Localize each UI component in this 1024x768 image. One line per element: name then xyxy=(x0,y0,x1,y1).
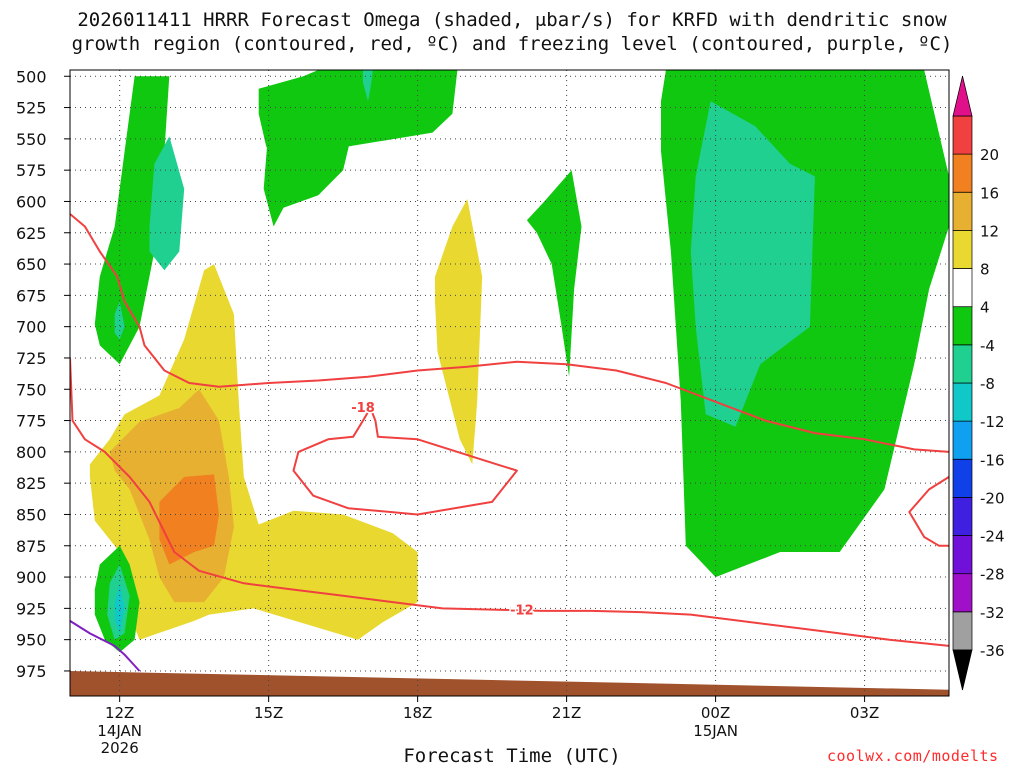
y-tick-label-525: 525 xyxy=(16,99,47,118)
x-tick-year-12Z: 2026 xyxy=(101,739,139,757)
y-tick-label-625: 625 xyxy=(16,224,47,243)
colorbar-swatch--8 xyxy=(952,344,973,384)
colorbar-swatch--28 xyxy=(952,535,973,575)
colorbar-label-16: 16 xyxy=(980,184,999,202)
colorbar-label-8: 8 xyxy=(980,261,990,279)
x-tick-label-03Z: 03Z xyxy=(850,704,879,722)
colorbar-swatch--12 xyxy=(952,382,973,422)
terrain-polygon xyxy=(70,671,949,696)
colorbar-swatch--32 xyxy=(952,573,973,613)
x-tick-label-21Z: 21Z xyxy=(552,704,581,722)
x-axis-label: Forecast Time (UTC) xyxy=(403,745,621,767)
omega-region-9 xyxy=(690,101,815,427)
colorbar-label--20: -20 xyxy=(980,489,1005,507)
colorbar-swatch--4 xyxy=(952,306,973,346)
dgz-contour-3 xyxy=(908,476,949,547)
y-tick-label-650: 650 xyxy=(16,255,47,274)
title-line-1: 2026011411 HRRR Forecast Omega (shaded, … xyxy=(77,9,947,31)
colorbar-label-12: 12 xyxy=(980,222,999,240)
y-tick-label-700: 700 xyxy=(16,318,47,337)
omega-region-5 xyxy=(363,70,373,102)
colorbar-swatch-12 xyxy=(952,191,973,231)
colorbar-label--12: -12 xyxy=(980,413,1005,431)
colorbar-label--4: -4 xyxy=(980,337,995,355)
colorbar-swatch-8 xyxy=(952,230,973,269)
plot-frame xyxy=(69,69,950,697)
y-tick-label-550: 550 xyxy=(16,130,47,149)
colorbar-swatch-4 xyxy=(952,268,973,308)
y-axis: 500 525 550 575 600 625 650 675 700 725 750 775 800 8… xyxy=(16,67,70,681)
colorbar-bottom-triangle xyxy=(952,649,973,691)
y-tick-label-950: 950 xyxy=(16,631,47,650)
y-tick-label-675: 675 xyxy=(16,286,47,305)
y-tick-label-575: 575 xyxy=(16,161,47,180)
x-tick-label-12Z: 12Z xyxy=(105,704,134,722)
contour-label-1: -12 xyxy=(510,604,534,619)
y-tick-label-825: 825 xyxy=(16,474,47,493)
contour-label-0: -18 xyxy=(351,401,375,416)
colorbar-label-4: 4 xyxy=(980,299,990,317)
dgz-contour-1 xyxy=(70,357,949,647)
y-tick-label-875: 875 xyxy=(16,537,47,556)
y-tick-label-900: 900 xyxy=(16,568,47,587)
colorbar-label--24: -24 xyxy=(980,528,1005,546)
y-tick-label-975: 975 xyxy=(16,662,47,681)
colorbar-swatch--16 xyxy=(952,420,973,460)
x-tick-label-00Z: 00Z xyxy=(701,704,730,722)
colorbar-label-20: 20 xyxy=(980,146,999,164)
omega-region-7 xyxy=(435,199,483,465)
colorbar-swatch-20 xyxy=(952,115,973,155)
colorbar-swatch--20 xyxy=(952,458,973,498)
omega-region-12 xyxy=(159,474,219,565)
omega-region-4 xyxy=(263,70,383,227)
chart-title: 2026011411 HRRR Forecast Omega (shaded, … xyxy=(0,8,1024,56)
y-tick-label-500: 500 xyxy=(16,67,47,86)
omega-region-0 xyxy=(94,76,170,365)
colorbar-swatch--36 xyxy=(952,611,973,651)
credit-link[interactable]: coolwx.com/modelts xyxy=(827,747,999,765)
y-tick-label-725: 725 xyxy=(16,349,47,368)
dgz-contour-0 xyxy=(70,213,949,453)
y-tick-label-750: 750 xyxy=(16,380,47,399)
title-line-2: growth region (contoured, red, ºC) and f… xyxy=(71,33,953,55)
y-tick-label-925: 925 xyxy=(16,599,47,618)
colorbar-label--36: -36 xyxy=(980,642,1005,660)
colorbar: -36 -32 -28 -24 -20 -16 -12 -8 -4 4 8 12 16 20 xyxy=(952,75,1005,691)
y-tick-label-850: 850 xyxy=(16,505,47,524)
y-tick-label-775: 775 xyxy=(16,412,47,431)
colorbar-label--16: -16 xyxy=(980,451,1005,469)
contour-lines xyxy=(70,213,949,672)
freezing-level-contour-4 xyxy=(70,620,141,672)
x-tick-label-15Z: 15Z xyxy=(254,704,283,722)
omega-region-6 xyxy=(526,170,582,377)
x-tick-label-18Z: 18Z xyxy=(403,704,432,722)
colorbar-label--32: -32 xyxy=(980,604,1005,622)
colorbar-top-triangle xyxy=(952,75,973,117)
colorbar-label--8: -8 xyxy=(980,375,995,393)
x-tick-date-12Z: 14JAN xyxy=(97,722,142,740)
x-tick-date-00Z: 15JAN xyxy=(693,722,738,740)
dgz-contour-2 xyxy=(292,407,518,516)
y-tick-label-800: 800 xyxy=(16,443,47,462)
colorbar-swatch-16 xyxy=(952,153,973,193)
colorbar-swatch--24 xyxy=(952,497,973,536)
omega-region-15 xyxy=(114,583,125,634)
contour-labels: -18 -12 xyxy=(350,399,535,620)
colorbar-label--28: -28 xyxy=(980,566,1005,584)
y-tick-label-600: 600 xyxy=(16,192,47,211)
terrain-fill xyxy=(70,671,949,696)
